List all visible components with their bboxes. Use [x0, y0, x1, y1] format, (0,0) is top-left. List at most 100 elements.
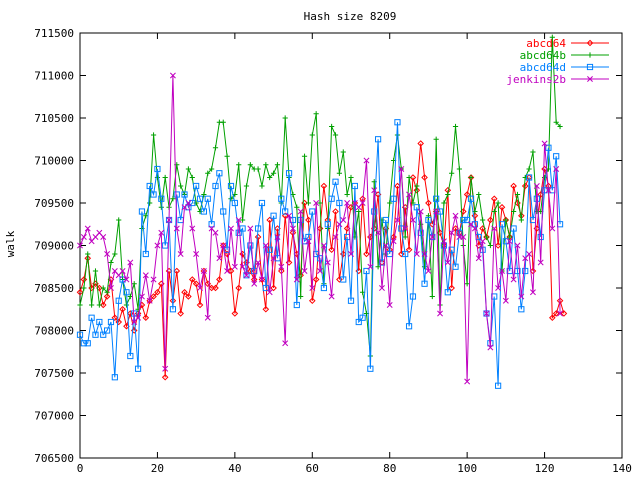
data-point: [247, 162, 253, 168]
data-point: [467, 195, 475, 202]
data-point: [514, 191, 521, 198]
data-point: [545, 144, 552, 151]
data-point: [549, 34, 555, 40]
data-point: [111, 374, 118, 381]
data-point: [212, 145, 219, 151]
data-point: [80, 340, 87, 347]
data-point: [308, 297, 316, 305]
data-point: [212, 182, 219, 190]
data-point: [205, 170, 211, 176]
data-point: [367, 263, 374, 270]
data-point: [405, 246, 413, 254]
data-point: [502, 297, 509, 304]
series-layer: [76, 34, 568, 389]
y-tick-label: 708000: [34, 325, 74, 338]
data-point: [274, 234, 281, 240]
data-point: [158, 229, 165, 236]
data-point: [150, 293, 157, 300]
data-point: [224, 246, 231, 253]
data-point: [317, 200, 323, 206]
data-point: [227, 182, 235, 190]
data-point: [204, 314, 211, 321]
data-point: [336, 199, 343, 207]
data-point: [329, 123, 335, 130]
data-point: [278, 195, 285, 202]
data-point: [258, 199, 266, 207]
data-point: [178, 183, 184, 189]
data-point: [521, 182, 529, 190]
data-point: [305, 200, 312, 206]
data-point: [537, 259, 544, 266]
data-point: [445, 191, 451, 198]
data-point: [135, 314, 142, 321]
data-point: [371, 187, 378, 194]
data-point: [480, 217, 486, 223]
data-point: [483, 310, 490, 317]
data-point: [247, 242, 254, 249]
data-point: [154, 165, 161, 173]
data-point: [525, 174, 533, 181]
data-point: [413, 204, 420, 211]
data-point: [379, 285, 385, 291]
data-point: [142, 250, 149, 258]
data-point: [80, 276, 88, 283]
data-point: [220, 119, 226, 125]
data-point: [231, 263, 238, 270]
data-point: [236, 162, 242, 168]
legend-marker-abcd64b: [587, 52, 593, 58]
data-point: [437, 310, 443, 317]
data-point: [255, 166, 261, 172]
data-point: [197, 285, 203, 291]
data-point: [498, 221, 506, 228]
data-point: [324, 259, 331, 266]
data-point: [518, 217, 524, 223]
data-point: [239, 225, 246, 232]
data-point: [270, 170, 277, 176]
data-point: [340, 217, 347, 223]
data-point: [254, 233, 262, 241]
data-point: [468, 174, 474, 181]
data-point: [417, 208, 424, 215]
data-point: [123, 302, 130, 308]
data-point: [173, 225, 180, 232]
data-point: [320, 182, 328, 190]
data-point: [115, 318, 123, 326]
data-point: [131, 281, 137, 287]
data-point: [332, 208, 339, 215]
data-point: [471, 221, 478, 228]
data-point: [471, 225, 478, 232]
data-point: [557, 310, 564, 317]
data-point: [173, 191, 180, 198]
data-point: [162, 365, 169, 372]
data-point: [297, 208, 304, 215]
data-point: [146, 182, 153, 190]
data-point: [421, 251, 428, 257]
y-tick-label: 710500: [34, 112, 74, 125]
data-point: [406, 191, 413, 198]
data-point: [289, 225, 296, 232]
data-point: [375, 136, 382, 143]
series-abcd64b: [77, 34, 563, 359]
data-point: [409, 293, 417, 300]
data-point: [123, 276, 130, 283]
data-point: [448, 284, 455, 292]
data-point: [382, 242, 389, 249]
series-jenkins2b: [77, 72, 564, 385]
data-point: [142, 272, 149, 279]
data-point: [270, 212, 277, 219]
data-point: [228, 196, 234, 202]
data-point: [348, 174, 354, 181]
data-point: [511, 208, 517, 215]
chart-title: Hash size 8209: [304, 10, 397, 23]
data-point: [433, 208, 440, 215]
data-point: [405, 323, 413, 330]
data-point: [162, 242, 169, 249]
data-point: [88, 314, 95, 321]
data-point: [332, 178, 339, 185]
y-tick-label: 707500: [34, 367, 74, 380]
data-point: [150, 276, 157, 283]
data-point: [282, 340, 289, 347]
x-tick-label: 120: [535, 462, 555, 475]
data-point: [328, 293, 335, 300]
data-point: [487, 242, 493, 249]
